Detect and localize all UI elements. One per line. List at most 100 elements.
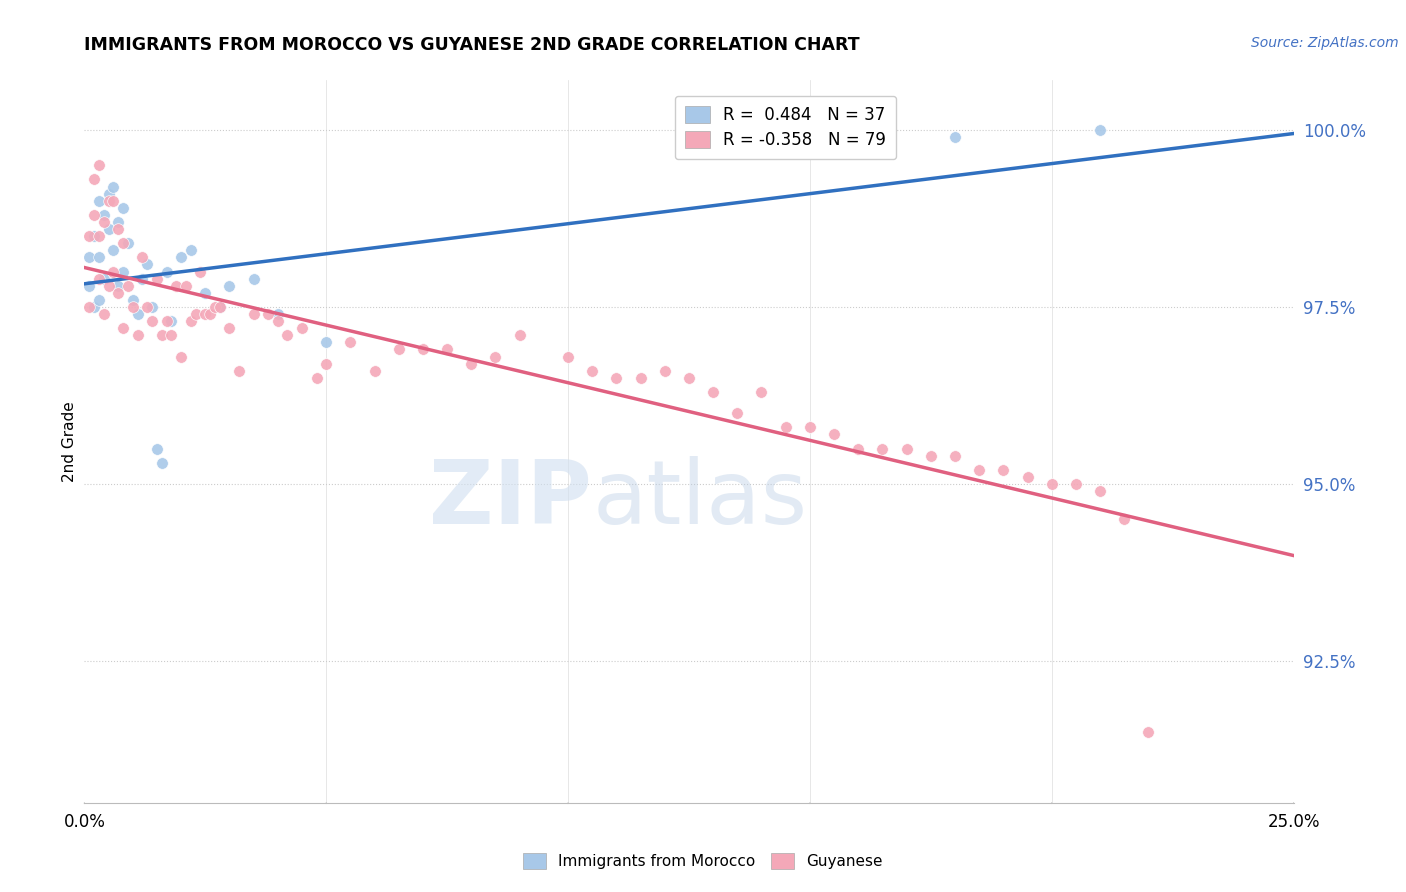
Point bbox=[127, 328, 149, 343]
Point bbox=[93, 307, 115, 321]
Point bbox=[87, 251, 110, 265]
Point bbox=[630, 371, 652, 385]
Point bbox=[896, 442, 918, 456]
Point bbox=[967, 463, 990, 477]
Point bbox=[97, 278, 120, 293]
Point bbox=[484, 350, 506, 364]
Point bbox=[702, 384, 724, 399]
Point bbox=[943, 130, 966, 145]
Point bbox=[83, 300, 105, 314]
Point bbox=[136, 300, 159, 314]
Point bbox=[131, 251, 153, 265]
Point bbox=[198, 307, 221, 321]
Legend: Immigrants from Morocco, Guyanese: Immigrants from Morocco, Guyanese bbox=[517, 847, 889, 875]
Point bbox=[155, 314, 177, 328]
Point bbox=[218, 278, 240, 293]
Point bbox=[872, 442, 894, 456]
Point bbox=[605, 371, 627, 385]
Point bbox=[1114, 512, 1136, 526]
Point bbox=[77, 278, 100, 293]
Point bbox=[751, 384, 773, 399]
Point bbox=[1064, 477, 1087, 491]
Point bbox=[920, 449, 942, 463]
Point bbox=[184, 307, 207, 321]
Point bbox=[557, 350, 579, 364]
Point bbox=[339, 335, 361, 350]
Point bbox=[87, 229, 110, 244]
Point bbox=[112, 201, 135, 215]
Point bbox=[131, 271, 153, 285]
Point bbox=[103, 194, 125, 208]
Point bbox=[509, 328, 531, 343]
Point bbox=[87, 158, 110, 172]
Point bbox=[174, 278, 197, 293]
Text: atlas: atlas bbox=[592, 456, 807, 543]
Point bbox=[141, 314, 163, 328]
Point bbox=[725, 406, 748, 420]
Point bbox=[846, 442, 869, 456]
Point bbox=[436, 343, 458, 357]
Point bbox=[775, 420, 797, 434]
Point bbox=[141, 300, 163, 314]
Point bbox=[388, 343, 411, 357]
Point bbox=[276, 328, 298, 343]
Point bbox=[107, 215, 129, 229]
Point bbox=[121, 293, 143, 307]
Point bbox=[194, 285, 217, 300]
Point bbox=[103, 179, 125, 194]
Point bbox=[581, 364, 603, 378]
Point bbox=[112, 236, 135, 251]
Point bbox=[83, 172, 105, 186]
Point bbox=[1137, 725, 1160, 739]
Point bbox=[170, 251, 193, 265]
Point bbox=[146, 271, 169, 285]
Point bbox=[155, 264, 177, 278]
Point bbox=[77, 300, 100, 314]
Point bbox=[117, 236, 139, 251]
Point bbox=[146, 442, 169, 456]
Text: ZIP: ZIP bbox=[429, 456, 592, 543]
Point bbox=[194, 307, 217, 321]
Point bbox=[208, 300, 231, 314]
Point bbox=[93, 271, 115, 285]
Point bbox=[208, 300, 231, 314]
Point bbox=[242, 307, 264, 321]
Point bbox=[170, 350, 193, 364]
Point bbox=[204, 300, 226, 314]
Point bbox=[654, 364, 676, 378]
Point bbox=[315, 357, 337, 371]
Point bbox=[103, 244, 125, 258]
Point bbox=[93, 208, 115, 222]
Point bbox=[150, 456, 173, 470]
Point bbox=[160, 328, 183, 343]
Point bbox=[267, 314, 290, 328]
Point bbox=[107, 285, 129, 300]
Point bbox=[993, 463, 1015, 477]
Point bbox=[77, 251, 100, 265]
Point bbox=[93, 215, 115, 229]
Point bbox=[121, 300, 143, 314]
Text: IMMIGRANTS FROM MOROCCO VS GUYANESE 2ND GRADE CORRELATION CHART: IMMIGRANTS FROM MOROCCO VS GUYANESE 2ND … bbox=[84, 36, 860, 54]
Point bbox=[305, 371, 328, 385]
Point bbox=[678, 371, 700, 385]
Point bbox=[190, 264, 212, 278]
Point bbox=[83, 229, 105, 244]
Point bbox=[87, 271, 110, 285]
Legend: R =  0.484   N = 37, R = -0.358   N = 79: R = 0.484 N = 37, R = -0.358 N = 79 bbox=[675, 95, 896, 159]
Point bbox=[107, 222, 129, 236]
Point bbox=[136, 257, 159, 271]
Point bbox=[77, 229, 100, 244]
Point bbox=[112, 264, 135, 278]
Point bbox=[823, 427, 845, 442]
Text: Source: ZipAtlas.com: Source: ZipAtlas.com bbox=[1251, 36, 1399, 50]
Point bbox=[315, 335, 337, 350]
Point bbox=[218, 321, 240, 335]
Point bbox=[160, 314, 183, 328]
Point bbox=[257, 307, 280, 321]
Point bbox=[103, 264, 125, 278]
Point bbox=[97, 194, 120, 208]
Point bbox=[1040, 477, 1063, 491]
Point bbox=[363, 364, 385, 378]
Point bbox=[97, 222, 120, 236]
Point bbox=[799, 420, 821, 434]
